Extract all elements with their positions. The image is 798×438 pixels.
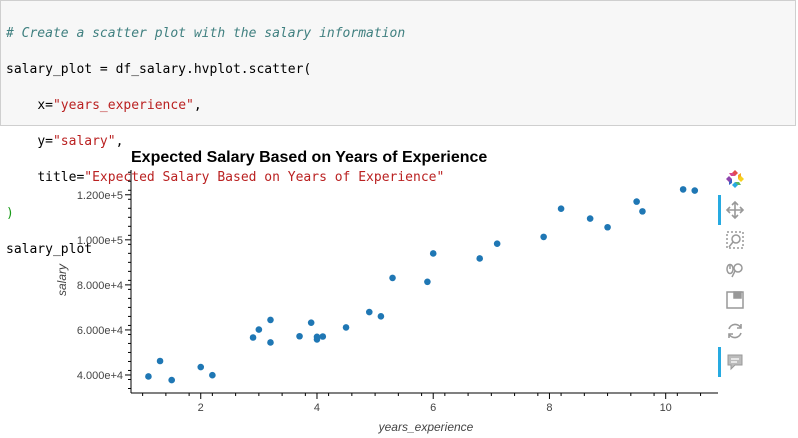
- scatter-point[interactable]: [156, 357, 164, 365]
- hover-icon[interactable]: [718, 349, 752, 375]
- x-axis-label: years_experience: [378, 420, 474, 434]
- scatter-point[interactable]: [267, 316, 274, 324]
- code-cell[interactable]: # Create a scatter plot with the salary …: [0, 0, 796, 257]
- bokeh-logo-icon[interactable]: [718, 166, 752, 192]
- y-tick-label: 6.000e+4: [77, 325, 123, 337]
- scatter-point[interactable]: [249, 334, 257, 341]
- scatter-point[interactable]: [639, 208, 646, 215]
- wheel-zoom-icon[interactable]: [718, 257, 752, 283]
- scatter-point[interactable]: [476, 255, 484, 262]
- plot-toolbar: [718, 163, 752, 383]
- code-line-x: x="years_experience",: [37, 98, 202, 113]
- scatter-point[interactable]: [604, 223, 611, 231]
- code-line-title: title="Expected Salary Based on Years of…: [6, 169, 795, 187]
- scatter-point[interactable]: [493, 240, 501, 248]
- y-tick-label: 4.000e+4: [77, 370, 123, 382]
- scatter-point[interactable]: [342, 324, 350, 331]
- scatter-point[interactable]: [633, 198, 640, 205]
- code-comment: # Create a scatter plot with the salary …: [6, 26, 406, 41]
- hover-active-indicator: [718, 347, 721, 377]
- code-line-y: y="salary",: [37, 134, 124, 149]
- scatter-point[interactable]: [557, 205, 565, 213]
- scatter-point[interactable]: [307, 319, 315, 326]
- code-y-key: y=: [37, 134, 53, 149]
- code-x-val: "years_experience": [52, 98, 194, 113]
- scatter-point[interactable]: [586, 215, 594, 222]
- y-tick-label: 1.000e+5: [77, 235, 123, 247]
- x-tick-label: 6: [430, 402, 436, 414]
- scatter-point[interactable]: [145, 373, 152, 380]
- scatter-point[interactable]: [267, 339, 274, 346]
- scatter-point[interactable]: [168, 376, 175, 384]
- points-group: [145, 186, 699, 384]
- code-close-paren: ): [6, 206, 14, 221]
- x-tick-label: 8: [546, 402, 552, 414]
- x-tick-label: 2: [198, 402, 204, 414]
- save-icon[interactable]: [718, 287, 752, 313]
- code-title-key: title=: [37, 170, 85, 185]
- x-tick-label: 10: [660, 402, 672, 414]
- code-title-val: "Expected Salary Based on Years of Exper…: [84, 170, 445, 185]
- chart-title: Expected Salary Based on Years of Experi…: [131, 149, 487, 166]
- scatter-point[interactable]: [389, 274, 396, 282]
- scatter-point[interactable]: [209, 371, 216, 379]
- scatter-point[interactable]: [197, 363, 205, 371]
- y-tick-label: 1.200e+5: [77, 190, 123, 202]
- axes-group: 2 4 6 8 10 4.000e+4 6.000e+4 8.000e+4 1.000e+5 1.…: [77, 170, 718, 414]
- scatter-point[interactable]: [540, 233, 547, 241]
- scatter-point[interactable]: [296, 332, 303, 340]
- y-axis-label: salary: [55, 263, 69, 296]
- pan-icon[interactable]: [718, 197, 752, 223]
- code-last-line: salary_plot: [6, 242, 93, 257]
- code-x-key: x=: [37, 98, 53, 113]
- scatter-point[interactable]: [313, 333, 321, 341]
- scatter-point[interactable]: [691, 187, 699, 194]
- pan-active-indicator: [718, 195, 721, 225]
- x-tick-label: 4: [314, 402, 320, 414]
- scatter-point[interactable]: [679, 186, 687, 193]
- scatter-point[interactable]: [365, 308, 373, 316]
- scatter-point[interactable]: [255, 326, 263, 333]
- code-assign-text: salary_plot = df_salary.hvplot.scatter(: [6, 62, 312, 77]
- scatter-point[interactable]: [319, 333, 327, 340]
- scatter-point[interactable]: [429, 250, 437, 257]
- code-line-assign: salary_plot = df_salary.hvplot.scatter(: [6, 61, 795, 79]
- reset-icon[interactable]: [718, 318, 752, 344]
- scatter-point[interactable]: [377, 313, 385, 320]
- y-tick-label: 8.000e+4: [77, 280, 123, 292]
- box-zoom-icon[interactable]: [718, 227, 752, 253]
- code-y-val: "salary": [52, 134, 116, 149]
- scatter-point[interactable]: [424, 278, 431, 286]
